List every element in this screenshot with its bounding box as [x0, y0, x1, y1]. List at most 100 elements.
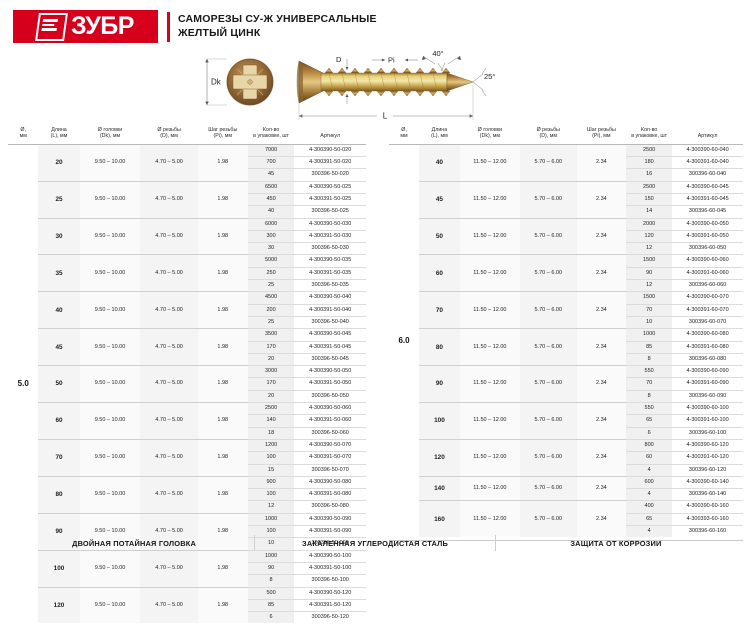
cell-pack-qty: 70 [626, 378, 672, 390]
cell-head-diameter: 9.50 – 10.00 [80, 550, 141, 587]
cell-article: 300396-50-080 [294, 501, 366, 513]
cell-thread-diameter: 5.70 – 6.00 [520, 144, 577, 181]
cell-article: 300396-60-100 [672, 427, 743, 439]
cell-article: 4-300390-50-080 [294, 476, 366, 488]
cell-pack-qty: 250 [248, 267, 295, 279]
cell-article: 4-300391-50-100 [294, 562, 366, 574]
spec-table-right: Ø,мм Длина(L), мм Ø головки(Dk), мм Ø ре… [389, 126, 743, 537]
cell-article: 4-300390-60-050 [672, 218, 743, 230]
screw-technical-drawing: Dk [195, 46, 495, 126]
cell-length: 20 [38, 144, 79, 181]
cell-thread-diameter: 4.70 – 5.00 [140, 587, 197, 623]
cell-pack-qty: 12 [626, 243, 672, 255]
cell-thread-diameter: 4.70 – 5.00 [140, 366, 197, 403]
cell-article: 4-300391-50-025 [294, 194, 366, 206]
th-article: Артикул [672, 126, 743, 144]
cell-thread-diameter: 5.70 – 6.00 [520, 403, 577, 440]
cell-pack-qty: 100 [248, 452, 295, 464]
cell-head-diameter: 11.50 – 12.00 [460, 439, 520, 476]
cell-thread-pitch: 1.98 [198, 550, 248, 587]
table-head: Ø,мм Длина(L), мм Ø головки(Dk), мм Ø ре… [389, 126, 743, 144]
cell-head-diameter: 11.50 – 12.00 [460, 292, 520, 329]
cell-pack-qty: 170 [248, 341, 295, 353]
cell-pack-qty: 65 [626, 415, 672, 427]
cell-thread-pitch: 2.34 [577, 292, 627, 329]
cell-pack-qty: 40 [248, 206, 295, 218]
cell-length: 120 [419, 439, 460, 476]
cell-article: 300396-60-090 [672, 390, 743, 402]
cell-pack-qty: 60 [626, 452, 672, 464]
cell-pack-qty: 1000 [626, 329, 672, 341]
cell-pack-qty: 8 [626, 353, 672, 365]
cell-pack-qty: 600 [626, 476, 672, 488]
cell-pack-qty: 10 [626, 316, 672, 328]
cell-pack-qty: 300 [248, 230, 295, 242]
table-head: Ø,мм Длина(L), мм Ø головки(Dk), мм Ø ре… [8, 126, 366, 144]
screw-side-view: D Pi 40° 25° [297, 49, 495, 121]
cell-pack-qty: 5000 [248, 255, 295, 267]
cell-head-diameter: 9.50 – 10.00 [80, 329, 141, 366]
cell-pack-qty: 6 [248, 612, 295, 624]
cell-pack-qty: 400 [626, 501, 672, 513]
cell-article: 300396-50-030 [294, 243, 366, 255]
cell-thread-pitch: 1.98 [198, 329, 248, 366]
th-length: Длина(L), мм [419, 126, 460, 144]
cell-pack-qty: 25 [248, 316, 295, 328]
cell-pack-qty: 3000 [248, 366, 295, 378]
cell-head-diameter: 9.50 – 10.00 [80, 587, 141, 623]
cell-head-diameter: 11.50 – 12.00 [460, 329, 520, 366]
cell-article: 4-300390-50-070 [294, 439, 366, 451]
cell-article: 4-300391-60-080 [672, 341, 743, 353]
cell-thread-diameter: 4.70 – 5.00 [140, 439, 197, 476]
cell-pack-qty: 800 [626, 439, 672, 451]
cell-thread-diameter: 4.70 – 5.00 [140, 144, 197, 181]
cell-article: 4-300391-50-020 [294, 157, 366, 169]
feature-item: ЗАКАЛЕННАЯ УГЛЕРОДИСТАЯ СТАЛЬ [255, 539, 495, 548]
cell-article: 4-300393-60-160 [672, 513, 743, 525]
cell-length: 30 [38, 218, 79, 255]
cell-pack-qty: 1500 [626, 292, 672, 304]
cell-pack-qty: 15 [248, 464, 295, 476]
cell-pack-qty: 3500 [248, 329, 295, 341]
th-diameter: Ø,мм [389, 126, 419, 144]
zubr-arrow-icon [35, 13, 68, 41]
cell-thread-diameter: 4.70 – 5.00 [140, 476, 197, 513]
cell-article: 4-300391-50-120 [294, 599, 366, 611]
cell-pack-qty: 2500 [248, 403, 295, 415]
cell-article: 4-300390-50-045 [294, 329, 366, 341]
cell-pack-qty: 8 [248, 575, 295, 587]
cell-thread-pitch: 1.98 [198, 366, 248, 403]
cell-article: 300396-60-045 [672, 206, 743, 218]
cell-pack-qty: 90 [626, 267, 672, 279]
cell-article: 4-300390-60-070 [672, 292, 743, 304]
cell-pack-qty: 500 [248, 587, 295, 599]
cell-pack-qty: 2500 [626, 144, 672, 156]
cell-pack-qty: 700 [248, 157, 295, 169]
cell-head-diameter: 9.50 – 10.00 [80, 439, 141, 476]
diagram-label-dk: Dk [211, 78, 222, 87]
th-head-diameter: Ø головки(Dk), мм [460, 126, 520, 144]
cell-length: 50 [38, 366, 79, 403]
head-top-view: Dk [205, 59, 273, 105]
cell-length: 80 [38, 476, 79, 513]
cell-article: 4-300390-50-035 [294, 255, 366, 267]
cell-pack-qty: 30 [248, 243, 295, 255]
cell-pack-qty: 70 [626, 304, 672, 316]
cell-pack-qty: 20 [248, 390, 295, 402]
cell-article: 4-300391-50-060 [294, 415, 366, 427]
th-diameter: Ø,мм [8, 126, 38, 144]
page-footer: ДВОЙНАЯ ПОТАЙНАЯ ГОЛОВКА ЗАКАЛЕННАЯ УГЛЕ… [0, 531, 750, 555]
cell-length: 25 [38, 181, 79, 218]
cell-article: 4-300391-60-120 [672, 452, 743, 464]
brand-logo-text: ЗУБР [71, 14, 134, 39]
diagram-label-l: L [383, 112, 388, 121]
page-title-line1: САМОРЕЗЫ СУ-Ж УНИВЕРСАЛЬНЫЕ [178, 13, 498, 27]
